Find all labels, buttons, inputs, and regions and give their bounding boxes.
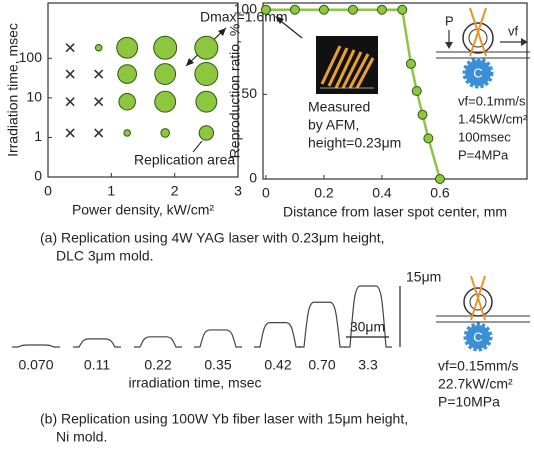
category-label: 0.22 — [144, 357, 171, 373]
x-axis-label: Distance from laser spot center, mm — [283, 204, 507, 220]
cross-marker — [66, 129, 74, 137]
annotation: Measured — [308, 99, 370, 115]
category-label: 3.3 — [358, 357, 378, 373]
bubble — [199, 126, 213, 140]
cross-marker — [66, 98, 74, 106]
data-point — [319, 5, 328, 14]
bubble — [155, 91, 176, 112]
category-label: 0.42 — [264, 357, 291, 373]
bubble — [119, 93, 136, 110]
data-point — [424, 134, 433, 143]
bubble — [195, 36, 218, 59]
category-label: 0.070 — [18, 357, 53, 373]
condition: 22.7kW/cm² — [438, 376, 513, 392]
condition: vf=0.1mm/s — [458, 93, 526, 108]
diagram-label: vf — [508, 23, 519, 38]
surface-profile — [134, 337, 182, 347]
data-point — [398, 5, 407, 14]
y-tick-label: 0 — [249, 170, 257, 186]
y-tick-label: 10 — [26, 89, 42, 105]
surface-profile — [344, 286, 392, 347]
caption: Ni mold. — [56, 429, 107, 445]
bubble — [118, 65, 137, 84]
diagram-label: C — [473, 65, 482, 80]
data-point — [412, 87, 421, 96]
data-point — [261, 5, 270, 14]
x-axis-label: irradiation time, msec — [128, 375, 261, 391]
bubble — [155, 64, 176, 85]
cross-marker — [66, 44, 74, 52]
annotation: Replication area — [134, 152, 235, 168]
data-point — [290, 5, 299, 14]
diagram-label: P — [445, 13, 454, 28]
category-label: 0.11 — [84, 357, 110, 373]
condition: 100msec — [458, 129, 511, 144]
data-point — [418, 110, 427, 119]
data-point — [377, 5, 386, 14]
annotation: by AFM, — [308, 117, 359, 133]
cross-marker — [95, 129, 103, 137]
caption: DLC 3μm mold. — [56, 248, 154, 264]
x-tick-label: 0 — [262, 185, 270, 201]
cross-marker — [95, 70, 103, 78]
surface-profile — [12, 345, 60, 347]
bubble — [196, 91, 217, 112]
x-axis-label: Power density, kW/cm² — [72, 202, 214, 218]
bubble — [161, 129, 170, 138]
annotation: height=0.23μm — [308, 135, 401, 151]
x-tick-label: 0.4 — [372, 185, 392, 201]
x-tick-label: 0 — [44, 183, 52, 199]
y-tick-label: 0 — [34, 168, 42, 184]
cross-marker — [95, 98, 103, 106]
surface-profile — [73, 339, 121, 347]
x-tick-label: 0.2 — [314, 185, 334, 201]
y-tick-label: 1 — [34, 128, 42, 144]
process-diagram — [436, 276, 530, 349]
data-point — [435, 175, 444, 184]
x-tick-label: 2 — [171, 183, 179, 199]
bubble — [117, 37, 138, 58]
caption: (a) Replication using 4W YAG laser with … — [40, 230, 384, 246]
y-tick-label: 100 — [19, 49, 43, 65]
condition: P=4MPa — [458, 147, 509, 162]
bubble — [195, 63, 218, 86]
diagram-label: C — [473, 329, 482, 344]
caption: (b) Replication using 100W Yb fiber lase… — [40, 411, 408, 427]
data-point — [348, 5, 357, 14]
afm-inset — [316, 36, 378, 94]
condition: 1.45kW/cm² — [458, 111, 528, 126]
x-tick-label: 3 — [234, 183, 242, 199]
condition: P=10MPa — [438, 394, 500, 410]
y-tick-label: 100 — [234, 0, 258, 16]
bubble — [124, 130, 130, 136]
category-label: 0.70 — [308, 357, 335, 373]
bubble — [154, 36, 177, 59]
surface-profile — [254, 323, 302, 347]
y-axis-label: Irradiation time, msec — [5, 23, 21, 157]
surface-profile — [298, 302, 346, 347]
x-tick-label: 0.6 — [430, 185, 450, 201]
condition: vf=0.15mm/s — [438, 358, 519, 374]
category-label: 0.35 — [204, 357, 231, 373]
data-point — [406, 59, 415, 68]
y-axis-label: Reproduction ratio, % — [227, 24, 243, 159]
surface-profile — [194, 330, 242, 347]
cross-marker — [66, 70, 74, 78]
bubble — [95, 45, 101, 51]
height-scale-label: 15μm — [406, 269, 441, 285]
leader-line — [193, 141, 202, 152]
width-scale-label: 30μm — [350, 319, 385, 335]
x-tick-label: 1 — [107, 183, 115, 199]
y-tick-label: 50 — [241, 85, 257, 101]
figure: Dmax=1.6mm Replication area P vf C — [0, 0, 534, 450]
